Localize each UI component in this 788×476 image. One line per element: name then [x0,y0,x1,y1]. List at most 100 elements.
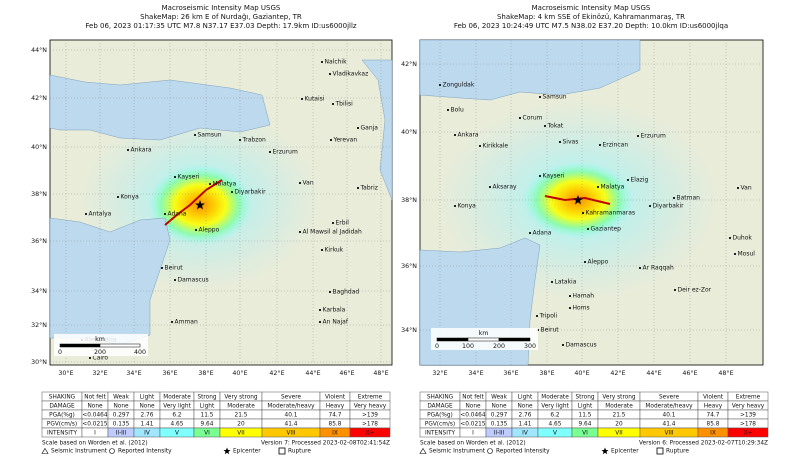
table-text: None [139,404,155,410]
table-text: DAMAGE [49,404,75,410]
table-text: Moderate [605,404,633,410]
reported-symbol [487,448,493,454]
city-label: Latakia [555,279,577,286]
scale-label: 100 [462,343,474,350]
table-text: INTENSITY [425,431,456,437]
city-label: Deir ez-Zor [678,287,712,294]
city-label: Karbala [323,307,346,314]
city-label: Ankara [458,132,479,139]
map-title: Macroseismic Intensity Map USGS [162,4,281,12]
city-label: Tbilisi [335,101,354,108]
city-label: Aleppo [588,259,609,266]
table-text: 9.64 [201,422,214,428]
city-marker [627,179,629,181]
table-text: II-III [116,431,127,437]
table-text: X+ [744,431,753,437]
city-label: Gaziantep [591,226,622,233]
table-text: None [491,404,507,410]
city-marker [587,228,589,230]
lat-label: 42°N [401,60,417,68]
table-text: 11.5 [201,413,214,419]
city-label: Malatya [601,184,625,191]
city-label: Duhok [733,235,753,242]
table-text: None [517,404,533,410]
scale-label: 200 [94,349,106,356]
city-marker [439,84,441,86]
city-marker [299,231,301,233]
sea [419,39,641,101]
scale-bar [99,343,141,348]
lon-label: 40°E [232,369,247,377]
lon-label: 46°E [339,369,354,377]
table-text: >178 [362,422,378,428]
table-text: 85.8 [707,422,720,428]
table-text: Light [140,395,155,401]
table-text: DAMAGE [427,404,453,410]
lon-label: 30°E [58,369,73,377]
table-text: 40.1 [285,413,298,419]
city-marker [357,187,359,189]
city-marker [447,109,449,111]
city-label: Kirikkale [483,143,509,150]
lat-label: 36°N [31,237,47,245]
city-label: Aleppo [199,227,220,234]
city-marker [239,139,241,141]
instrument-symbol [419,447,427,454]
map-title: Macroseismic Intensity Map USGS [532,4,651,12]
table-text: IV [144,431,150,437]
symbol-label: Seismic Instrument [429,449,486,455]
table-text: Heavy [704,404,723,410]
table-text: Severe [659,395,679,401]
scale-bar [498,337,531,342]
table-text: >139 [362,413,378,419]
table-text: IX [332,431,338,437]
symbol-label: Seismic Instrument [51,449,108,455]
scale-label: 300 [524,343,536,350]
table-cell [727,427,769,438]
rupture-symbol [656,447,664,455]
city-label: Corum [523,115,543,122]
map-location: ShakeMap: 4 km SSE of Ekinözü, Kahramanm… [497,13,685,21]
city-label: Kayseri [178,174,200,181]
city-marker [161,267,163,269]
city-marker [85,213,87,215]
city-label: Erbil [336,220,350,227]
table-text: Very strong [602,395,636,401]
city-marker [357,127,359,129]
city-label: Tabriz [360,185,378,192]
city-marker [673,197,675,199]
city-label: Kirkuk [325,247,344,254]
lon-label: 46°E [682,369,697,377]
city-label: Mosul [738,251,756,258]
symbol-label: Reported Intensity [496,449,550,455]
lat-label: 34°N [401,326,417,334]
city-marker [171,321,173,323]
city-label: Ar Raqqah [643,265,674,272]
city-marker [319,309,321,311]
city-label: Zonguldak [443,82,475,89]
table-text: 1.41 [519,422,532,428]
map-location: ShakeMap: 26 km E of Nurdağı, Gaziantep,… [140,13,302,21]
epicenter-symbol [223,447,231,455]
lon-label: 38°E [198,369,213,377]
city-marker [639,267,641,269]
city-label: Ankara [131,147,152,154]
lat-label: 42°N [31,94,47,102]
lon-label: 42°E [269,369,284,377]
city-marker [164,213,166,215]
table-text: I [94,431,96,437]
city-label: Cairo [93,355,109,362]
city-label: Kayseri [543,173,565,180]
lat-label: 34°N [31,287,47,295]
table-text: 4.65 [549,422,562,428]
lon-label: 48°E [373,369,388,377]
table-text: Moderate [163,395,191,401]
table-text: 74.7 [329,413,342,419]
table-text: 9.64 [579,422,592,428]
city-label: Elazig [631,177,649,184]
city-marker [536,315,538,317]
table-text: <0.0215 [460,422,485,428]
table-text: None [465,404,481,410]
rupture-symbol [278,447,286,455]
